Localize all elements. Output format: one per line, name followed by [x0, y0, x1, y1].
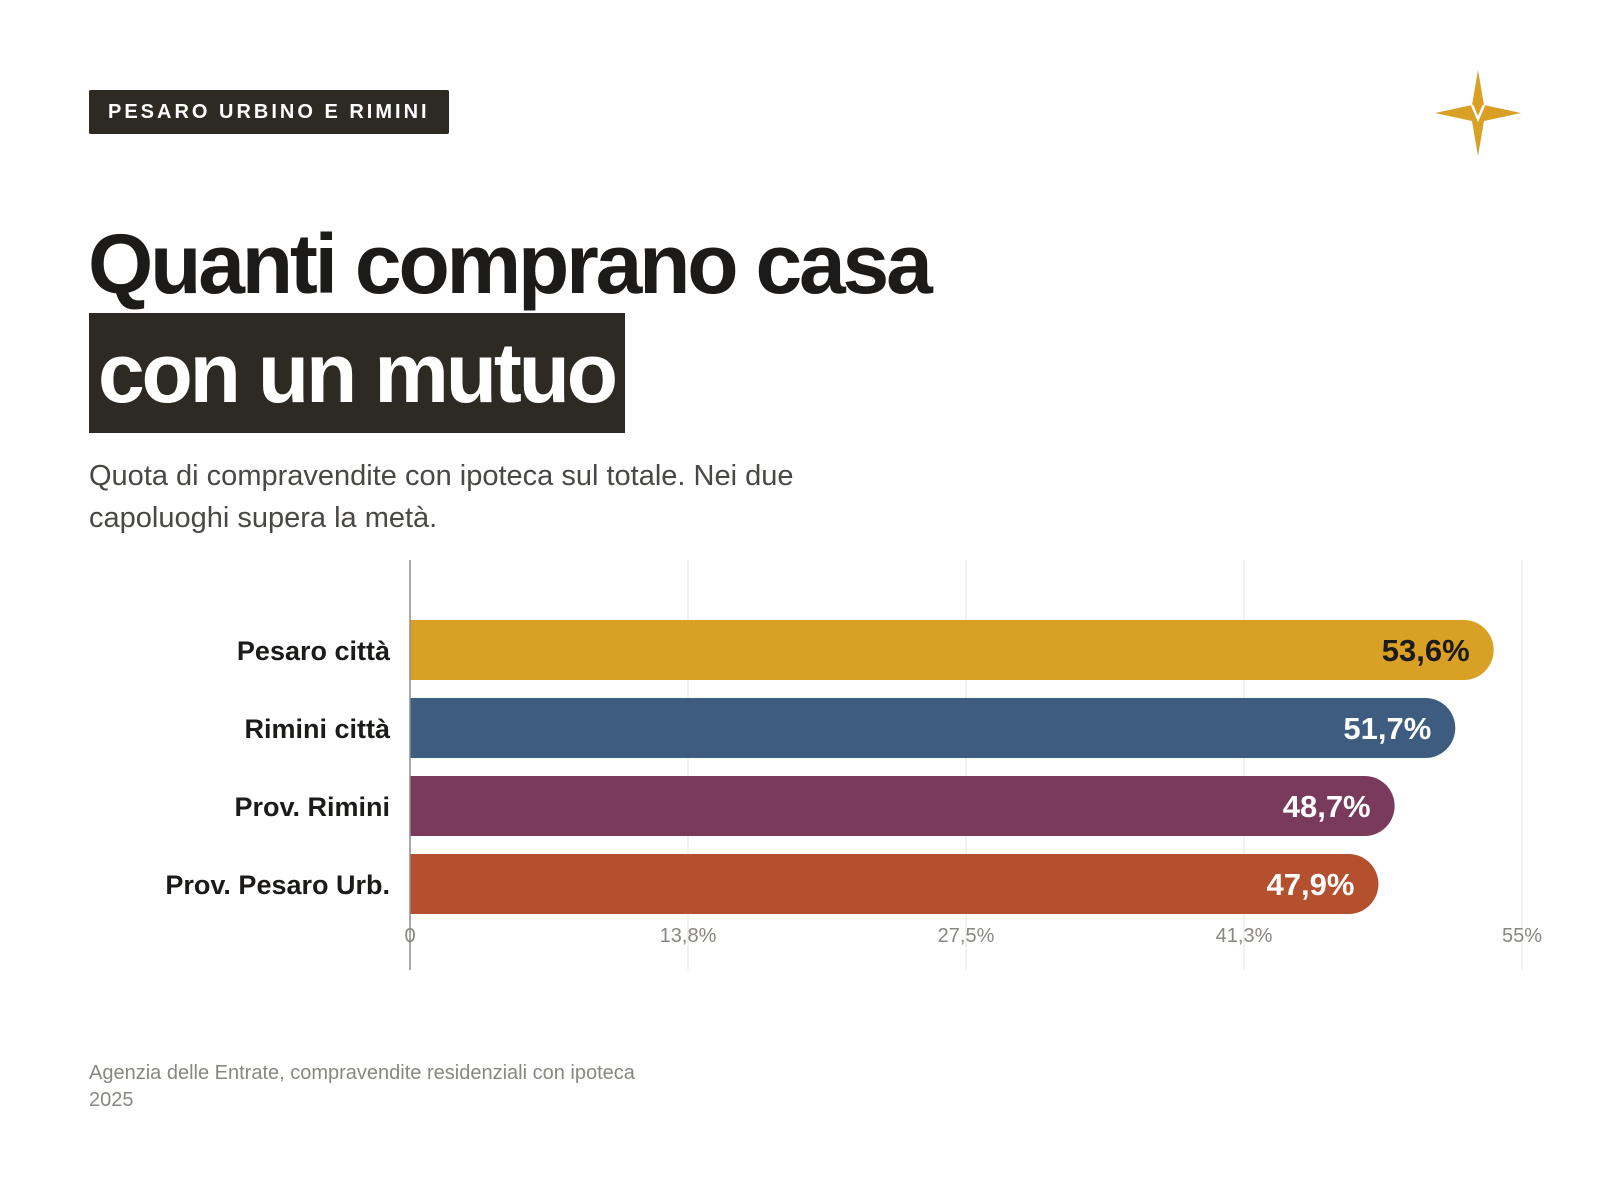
bar-base	[410, 776, 442, 836]
source-text: Agenzia delle Entrate, compravendite res…	[89, 1062, 635, 1084]
source-year: 2025	[89, 1089, 134, 1111]
bar	[410, 698, 1456, 758]
page-title-highlight: con un mutuo	[89, 313, 625, 433]
x-tick-label: 55%	[1502, 925, 1542, 947]
x-tick-label: 13,8%	[660, 925, 717, 947]
data-label: 48,7%	[1283, 789, 1371, 824]
category-label: Pesaro città	[237, 636, 391, 666]
category-label: Prov. Pesaro Urb.	[165, 870, 390, 900]
data-label: 53,6%	[1382, 633, 1470, 668]
bar	[410, 620, 1494, 680]
bar	[410, 854, 1379, 914]
page-subtitle: Quota di compravendite con ipoteca sul t…	[89, 460, 794, 534]
x-tick-label: 41,3%	[1216, 925, 1273, 947]
bar-base	[410, 854, 442, 914]
data-label: 51,7%	[1343, 711, 1431, 746]
four-point-star-icon	[1435, 70, 1521, 156]
region-tag: PESARO URBINO E RIMINI	[89, 90, 449, 134]
page-title: Quanti comprano casa	[88, 217, 933, 311]
x-tick-label: 0	[404, 925, 415, 947]
source-note: Agenzia delle Entrate, compravendite res…	[89, 1060, 789, 1114]
data-label: 47,9%	[1267, 867, 1355, 902]
x-tick-label: 27,5%	[938, 925, 995, 947]
category-label: Rimini città	[244, 714, 391, 744]
bar-base	[410, 620, 442, 680]
bar-base	[410, 698, 442, 758]
bar	[410, 776, 1395, 836]
category-label: Prov. Rimini	[234, 792, 390, 822]
bar-chart: Pesaro città 53,6% Rimini città 51,7% Prov. …	[165, 560, 1542, 970]
